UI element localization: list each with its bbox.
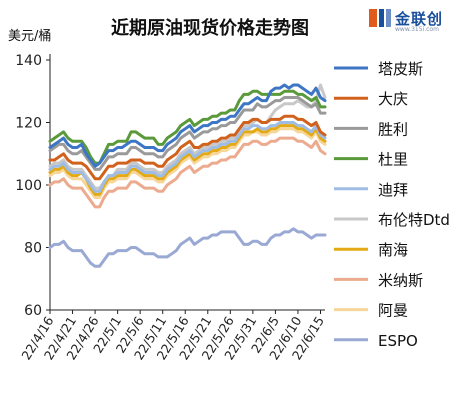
legend-label: 迪拜 bbox=[378, 181, 408, 199]
y-tick-label: 60 bbox=[24, 303, 42, 319]
series-line bbox=[48, 83, 327, 168]
series-line bbox=[48, 96, 327, 171]
series-line bbox=[48, 127, 327, 199]
legend-label: 胜利 bbox=[378, 120, 408, 138]
legend-label: 米纳斯 bbox=[378, 271, 423, 289]
logo-text: 金联创 bbox=[395, 10, 444, 28]
legend-label: 大庆 bbox=[378, 90, 408, 108]
legend-label: 塔皮斯 bbox=[378, 60, 423, 78]
legend-label: 南海 bbox=[378, 241, 408, 259]
legend-label: 阿曼 bbox=[378, 302, 408, 320]
logo-mark-icon bbox=[369, 9, 391, 27]
logo-url: www.315i.com bbox=[395, 26, 439, 33]
legend-label: 布伦特Dtd bbox=[378, 211, 450, 229]
series-line bbox=[48, 89, 327, 165]
y-axis-label: 美元/桶 bbox=[8, 29, 51, 44]
series-line bbox=[48, 136, 327, 209]
series-line bbox=[48, 114, 327, 181]
legend-label: 杜里 bbox=[378, 151, 408, 169]
series-line bbox=[48, 227, 327, 268]
brand-logo: 金联创 www.315i.com bbox=[368, 6, 460, 36]
chart-title: 近期原油现货价格走势图 bbox=[111, 17, 309, 39]
series-line bbox=[48, 121, 327, 193]
y-tick-label: 140 bbox=[15, 53, 42, 69]
y-tick-label: 120 bbox=[15, 116, 42, 132]
legend-label: ESPO bbox=[378, 332, 418, 350]
series-line bbox=[48, 124, 327, 196]
y-tick-label: 100 bbox=[15, 178, 42, 194]
y-tick-label: 80 bbox=[24, 241, 42, 257]
series-line bbox=[48, 83, 327, 190]
